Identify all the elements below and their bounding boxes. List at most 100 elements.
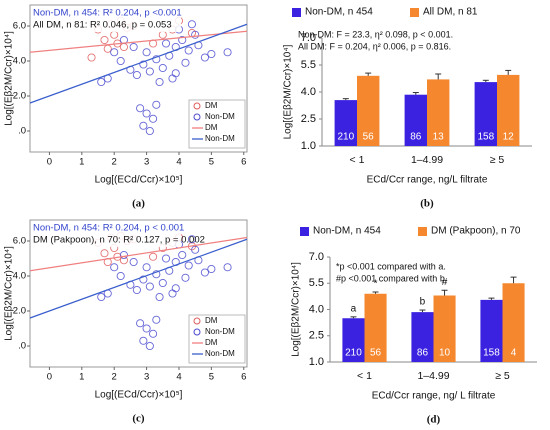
- bar: [502, 283, 525, 362]
- point: [223, 263, 232, 272]
- caption: (b): [420, 198, 434, 210]
- bar: [357, 75, 380, 146]
- legend-swatch: [300, 227, 309, 236]
- caption: (a): [132, 198, 145, 210]
- point: [139, 121, 148, 130]
- count-label: 210: [345, 348, 362, 359]
- annotation: DM (Pakpoon), n 70: R² 0.127, p = 0.002: [33, 235, 205, 246]
- point: [187, 20, 196, 29]
- y-tick-label: 5.5: [309, 277, 324, 289]
- y-tick-label: 2.0: [13, 91, 26, 102]
- point: [184, 261, 193, 270]
- x-tick-label: 3: [144, 157, 149, 168]
- x-tick-label: ≥ 5: [495, 370, 510, 382]
- legend-box: [188, 99, 246, 149]
- legend-swatch: [410, 8, 419, 17]
- point: [142, 263, 151, 272]
- annotation: Non-DM, n 454: R² 0.204, p < 0.001: [33, 223, 184, 234]
- point: [187, 235, 196, 244]
- fit-line: [29, 238, 248, 319]
- count-label: 158: [483, 348, 500, 359]
- x-tick-label: < 1: [357, 370, 372, 382]
- y-tick-label: 2.0: [13, 306, 26, 317]
- legend-label: DM: [205, 338, 218, 347]
- bar: [433, 295, 456, 362]
- count-label: 56: [363, 132, 375, 143]
- point: [181, 273, 190, 282]
- bar-mark: b: [420, 297, 426, 308]
- point: [132, 285, 141, 295]
- x-tick-label: 3: [144, 372, 149, 383]
- x-tick-label: 0: [47, 372, 52, 383]
- count-label: 4: [511, 348, 517, 359]
- legend-label: Non-DM, n 454: [305, 7, 373, 18]
- x-tick-label: 6: [241, 157, 246, 168]
- point: [223, 48, 232, 57]
- point: [87, 53, 96, 62]
- legend-label: Non-DM: [205, 349, 235, 358]
- point: [119, 250, 128, 260]
- count-label: 12: [503, 132, 515, 143]
- point: [100, 249, 109, 258]
- legend-label: Non-DM: [205, 112, 235, 121]
- point: [139, 60, 148, 69]
- legend-label: Non-DM: [205, 327, 235, 336]
- point: [207, 49, 216, 59]
- point: [152, 315, 161, 324]
- legend-label: DM (Pakpoon), n 70: [431, 226, 521, 237]
- point: [142, 109, 151, 118]
- point: [136, 104, 145, 113]
- point: [119, 42, 128, 52]
- y-axis-label: Log[(Eβ2M/Ccr)×10⁴]: [4, 31, 15, 126]
- y-tick-label: 1.0: [309, 356, 324, 368]
- note: Non-DM: F = 23.3, η² 0.098, p < 0.001.: [298, 29, 453, 39]
- y-axis-label: Log[(Eβ2M/Ccr)×10⁴]: [4, 246, 15, 341]
- point: [155, 77, 164, 87]
- legend-label: DM: [205, 316, 218, 325]
- point: [132, 70, 141, 80]
- y-tick-label: 2.5: [301, 113, 316, 125]
- y-tick-label: 7.0: [309, 251, 324, 263]
- point: [97, 292, 106, 302]
- fit-line: [29, 30, 248, 53]
- point: [110, 263, 119, 272]
- point: [142, 48, 151, 57]
- bar: [497, 74, 520, 146]
- y-tick-label: 6.0: [13, 21, 26, 32]
- bar: [334, 100, 357, 146]
- bar: [427, 79, 450, 146]
- legend-marker: [193, 328, 201, 336]
- legend-swatch: [418, 227, 427, 236]
- y-tick-label: 4.0: [13, 271, 26, 282]
- point: [200, 268, 209, 277]
- point: [145, 282, 154, 291]
- y-axis-label: Log[(Eβ2M/Ccr)×10⁴]: [283, 44, 294, 139]
- point: [139, 336, 148, 345]
- point: [191, 30, 200, 39]
- annotation-box: [31, 221, 181, 247]
- point: [191, 245, 200, 254]
- y-tick-label: 7.0: [301, 32, 316, 44]
- point: [200, 53, 209, 62]
- x-tick-label: 6: [241, 372, 246, 383]
- x-axis-label: Log[(ECd/Ccr)×10⁵]: [95, 390, 183, 401]
- point: [158, 30, 167, 39]
- x-axis-label: ECd/Ccr range, ng/L filtrate: [367, 175, 488, 186]
- y-tick-label: .0: [18, 126, 26, 137]
- point: [116, 271, 125, 281]
- point: [152, 270, 161, 279]
- y-tick-label: 1.0: [301, 140, 316, 152]
- count-label: 86: [417, 348, 429, 359]
- point: [136, 319, 145, 328]
- bar: [342, 318, 365, 362]
- bar-mark: #: [442, 277, 448, 288]
- point: [103, 44, 112, 53]
- bar-mark: a: [351, 303, 357, 314]
- x-tick-label: 1: [79, 157, 84, 168]
- point: [145, 126, 154, 136]
- point: [207, 264, 216, 274]
- legend-marker: [193, 317, 201, 325]
- note: All DM: F = 0.204, η² 0.006, p = 0.816.: [298, 41, 451, 51]
- point: [184, 46, 193, 55]
